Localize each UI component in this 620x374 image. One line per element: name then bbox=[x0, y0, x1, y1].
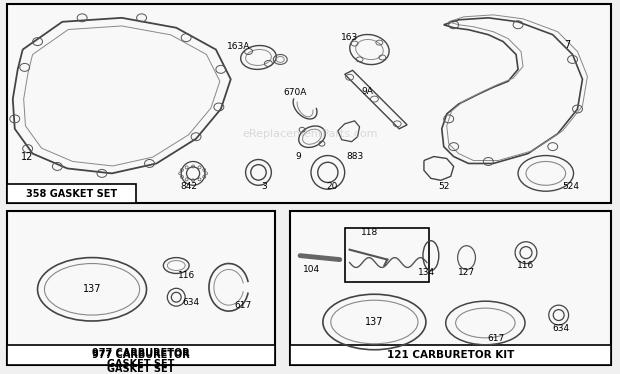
Text: 617: 617 bbox=[234, 301, 251, 310]
Text: 137: 137 bbox=[83, 284, 101, 294]
Text: 134: 134 bbox=[418, 268, 435, 277]
Text: 52: 52 bbox=[438, 182, 450, 191]
Text: eReplacementParts.com: eReplacementParts.com bbox=[242, 129, 378, 139]
Text: GASKET SET: GASKET SET bbox=[107, 364, 174, 374]
Text: 3: 3 bbox=[262, 182, 267, 191]
Text: 670A: 670A bbox=[283, 88, 307, 96]
Text: 358 GASKET SET: 358 GASKET SET bbox=[25, 189, 117, 199]
Bar bbox=[345, 228, 429, 282]
Bar bbox=[290, 345, 611, 365]
Text: 977 CARBURETOR
GASKET SET: 977 CARBURETOR GASKET SET bbox=[92, 348, 190, 370]
Text: 163: 163 bbox=[341, 33, 358, 42]
Text: 163A: 163A bbox=[227, 42, 250, 51]
Text: 12: 12 bbox=[22, 151, 34, 162]
Text: 524: 524 bbox=[562, 182, 579, 191]
Text: 617: 617 bbox=[488, 334, 505, 343]
Text: 842: 842 bbox=[180, 182, 198, 191]
Bar bbox=[7, 345, 275, 365]
Bar bbox=[7, 184, 136, 203]
Text: 977 CARBURETOR: 977 CARBURETOR bbox=[92, 350, 190, 360]
Text: 9A: 9A bbox=[361, 87, 373, 96]
Text: 634: 634 bbox=[182, 298, 200, 307]
Text: 20: 20 bbox=[326, 182, 337, 191]
Text: 137: 137 bbox=[365, 317, 384, 327]
Text: 7: 7 bbox=[564, 40, 571, 50]
Text: 127: 127 bbox=[458, 268, 475, 277]
Text: 634: 634 bbox=[552, 324, 569, 334]
Text: 104: 104 bbox=[303, 265, 321, 274]
Bar bbox=[7, 211, 275, 365]
Text: 116: 116 bbox=[177, 271, 195, 280]
Text: 883: 883 bbox=[346, 152, 363, 161]
Text: 121 CARBURETOR KIT: 121 CARBURETOR KIT bbox=[387, 350, 515, 360]
Text: 116: 116 bbox=[517, 261, 534, 270]
Bar bbox=[7, 4, 611, 203]
Text: 9: 9 bbox=[295, 152, 301, 161]
Bar bbox=[290, 211, 611, 365]
Text: 118: 118 bbox=[361, 228, 378, 237]
